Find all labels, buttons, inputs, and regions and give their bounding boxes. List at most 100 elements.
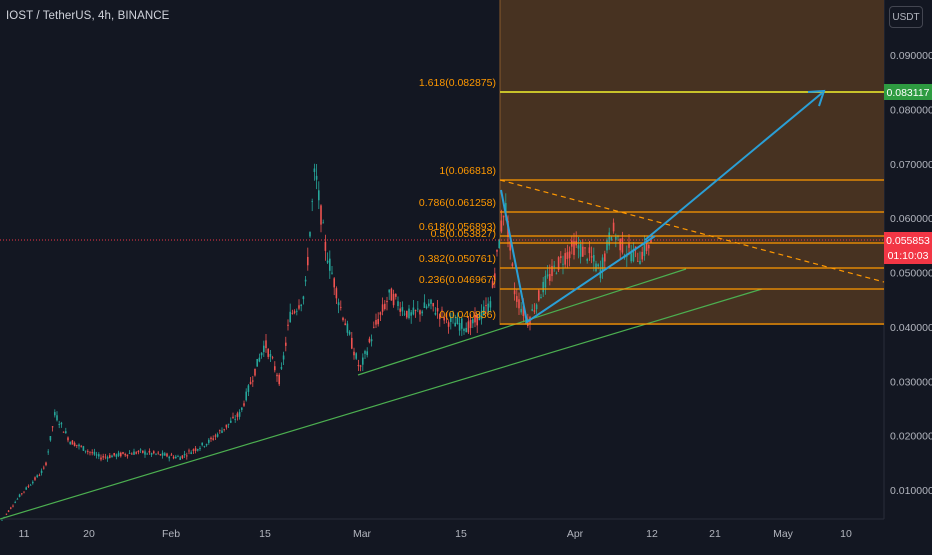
candle-body (518, 299, 520, 309)
candle-body (491, 281, 494, 288)
candle-body (98, 454, 100, 457)
candle-body (630, 253, 632, 262)
candle-body (590, 256, 593, 258)
currency-button[interactable]: USDT (889, 6, 923, 28)
candle-body (186, 455, 188, 457)
candle-body (377, 319, 379, 325)
candle-body (456, 317, 459, 324)
candle-body (36, 475, 38, 477)
candle-body (531, 309, 533, 311)
candle-body (500, 220, 503, 232)
candle-body (214, 435, 217, 437)
candle-body (645, 243, 648, 251)
candle-body (230, 420, 232, 423)
fib-level-label: 0.618(0.056893) (419, 221, 496, 233)
candle-body (577, 245, 580, 249)
candle-body (362, 357, 364, 365)
candle-body (355, 353, 357, 359)
candle-body (164, 453, 166, 456)
candle-body (568, 251, 571, 259)
candle-body (619, 238, 621, 251)
candle-body (648, 244, 650, 249)
candle-body (324, 241, 327, 251)
candle-body (227, 423, 230, 425)
candle-body (560, 256, 562, 258)
candle-body (34, 477, 36, 480)
candle-body (62, 431, 65, 433)
candle-body (71, 440, 74, 445)
candle-body (78, 444, 80, 447)
time-tick-label: Feb (162, 528, 180, 540)
candle-body (142, 450, 144, 453)
candle-body (450, 317, 452, 322)
candle-body (465, 327, 467, 333)
candle-body (469, 319, 472, 328)
candle-body (56, 415, 58, 421)
candle-body (192, 449, 195, 451)
candle-body (322, 222, 324, 224)
candle-body (161, 452, 164, 456)
candle-body (454, 322, 456, 327)
candle-body (197, 449, 199, 451)
candle-body (516, 296, 518, 302)
candle-body (183, 453, 186, 456)
time-tick-label: 15 (259, 528, 271, 540)
candle-body (434, 312, 437, 315)
candle-body (128, 453, 131, 454)
candle-body (395, 293, 397, 297)
candle-body (120, 452, 122, 457)
candles (1, 163, 652, 521)
fib-level-label: 1(0.066818) (439, 165, 496, 177)
candle-body (498, 239, 500, 249)
candle-body (643, 242, 646, 256)
candle-body (564, 253, 566, 265)
time-tick-label: 11 (19, 528, 30, 540)
candle-body (390, 288, 393, 301)
candle-body (245, 391, 247, 401)
candle-body (135, 452, 137, 454)
candle-body (533, 310, 536, 312)
candle-body (131, 453, 133, 455)
candle-body (604, 253, 606, 262)
countdown-badge: 01:10:03 (888, 250, 929, 262)
candle-body (1, 519, 3, 521)
candle-body (406, 310, 408, 318)
candle-body (234, 419, 236, 420)
candle-body (278, 374, 280, 385)
candle-body (10, 507, 12, 509)
candle-body (221, 430, 223, 433)
candle-body (49, 435, 52, 441)
candle-body (104, 456, 107, 458)
candle-body (639, 260, 641, 265)
candle-body (366, 351, 368, 356)
candle-body (573, 241, 575, 256)
candle-body (67, 437, 69, 441)
candle-body (113, 452, 115, 456)
candle-body (133, 451, 135, 455)
candle-body (373, 326, 375, 328)
candle-body (51, 426, 54, 428)
candle-body (307, 256, 309, 266)
candle-body (311, 201, 313, 202)
candle-body (232, 416, 234, 418)
candle-body (368, 338, 371, 343)
candle-body (535, 304, 538, 310)
candle-body (117, 452, 120, 456)
price-tick-label: 0.080000 (890, 104, 932, 116)
candle-body (150, 453, 153, 455)
candle-body (137, 450, 140, 453)
candle-body (249, 381, 252, 385)
candle-body (298, 305, 300, 309)
candle-body (243, 403, 245, 406)
fib-level-label: 1.618(0.082875) (419, 77, 496, 89)
candle-body (254, 368, 256, 376)
candle-body (276, 374, 278, 377)
candle-body (175, 456, 177, 459)
candle-body (553, 265, 555, 267)
arrow-head-icon (807, 89, 826, 107)
candle-body (102, 456, 104, 458)
price-tick-label: 0.020000 (890, 431, 932, 443)
candle-body (579, 244, 582, 257)
